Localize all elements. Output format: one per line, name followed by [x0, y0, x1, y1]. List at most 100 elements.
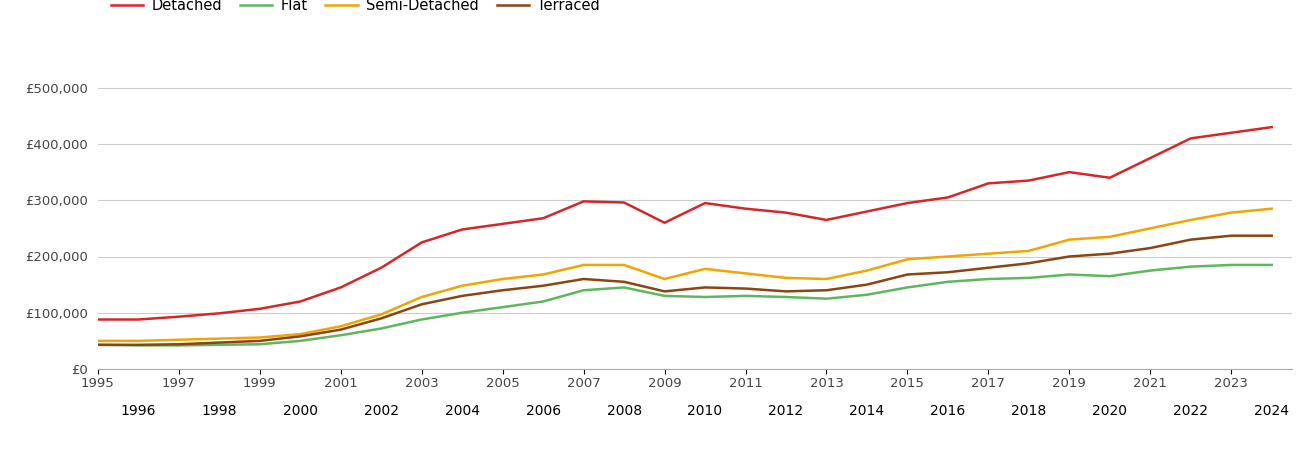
- Line: Terraced: Terraced: [98, 236, 1271, 345]
- Flat: [373, 326, 389, 331]
- Semi-Detached: [211, 336, 227, 341]
- Flat: [333, 333, 348, 338]
- Terraced: [818, 288, 834, 293]
- Terraced: [576, 276, 591, 282]
- Flat: [1021, 275, 1036, 281]
- Terraced: [211, 340, 227, 345]
- Detached: [454, 227, 470, 232]
- Semi-Detached: [1101, 234, 1117, 239]
- Terraced: [90, 342, 106, 347]
- Detached: [1223, 130, 1238, 135]
- Semi-Detached: [737, 270, 753, 276]
- Flat: [576, 288, 591, 293]
- Detached: [414, 240, 429, 245]
- Terraced: [737, 286, 753, 291]
- Detached: [495, 221, 510, 226]
- Terraced: [454, 293, 470, 299]
- Semi-Detached: [1223, 210, 1238, 215]
- Flat: [454, 310, 470, 315]
- Semi-Detached: [292, 331, 308, 337]
- Semi-Detached: [778, 275, 793, 281]
- Detached: [899, 200, 915, 206]
- Terraced: [1223, 233, 1238, 238]
- Flat: [697, 294, 713, 300]
- Detached: [616, 200, 632, 205]
- Detached: [90, 317, 106, 322]
- Terraced: [292, 333, 308, 339]
- Semi-Detached: [1061, 237, 1077, 242]
- Flat: [656, 293, 672, 299]
- Semi-Detached: [576, 262, 591, 268]
- Flat: [1101, 274, 1117, 279]
- Terraced: [373, 316, 389, 321]
- Detached: [697, 200, 713, 206]
- Detached: [1021, 178, 1036, 183]
- Flat: [1142, 268, 1158, 273]
- Semi-Detached: [130, 338, 146, 344]
- Detached: [737, 206, 753, 211]
- Flat: [818, 296, 834, 302]
- Detached: [130, 317, 146, 322]
- Detached: [1182, 136, 1198, 141]
- Semi-Detached: [616, 262, 632, 268]
- Detached: [818, 217, 834, 223]
- Flat: [252, 342, 268, 347]
- Terraced: [616, 279, 632, 284]
- Detached: [252, 306, 268, 311]
- Line: Flat: Flat: [98, 265, 1271, 346]
- Flat: [1182, 264, 1198, 269]
- Semi-Detached: [1263, 206, 1279, 211]
- Semi-Detached: [333, 324, 348, 329]
- Flat: [737, 293, 753, 299]
- Flat: [171, 343, 187, 348]
- Flat: [940, 279, 955, 284]
- Detached: [980, 180, 996, 186]
- Detached: [859, 209, 874, 214]
- Terraced: [697, 285, 713, 290]
- Terraced: [171, 342, 187, 347]
- Terraced: [859, 282, 874, 287]
- Detached: [292, 299, 308, 304]
- Flat: [211, 342, 227, 347]
- Semi-Detached: [1182, 217, 1198, 223]
- Semi-Detached: [940, 254, 955, 259]
- Flat: [859, 292, 874, 297]
- Semi-Detached: [171, 337, 187, 342]
- Semi-Detached: [656, 276, 672, 282]
- Detached: [778, 210, 793, 215]
- Terraced: [252, 338, 268, 344]
- Semi-Detached: [252, 335, 268, 340]
- Semi-Detached: [454, 283, 470, 288]
- Flat: [292, 338, 308, 344]
- Terraced: [130, 342, 146, 347]
- Flat: [1263, 262, 1279, 268]
- Terraced: [899, 272, 915, 277]
- Line: Semi-Detached: Semi-Detached: [98, 209, 1271, 341]
- Line: Detached: Detached: [98, 127, 1271, 320]
- Terraced: [495, 288, 510, 293]
- Detached: [535, 216, 551, 221]
- Detached: [373, 265, 389, 270]
- Terraced: [1263, 233, 1279, 238]
- Terraced: [1142, 245, 1158, 251]
- Semi-Detached: [1021, 248, 1036, 254]
- Detached: [940, 195, 955, 200]
- Detached: [576, 198, 591, 204]
- Flat: [535, 299, 551, 304]
- Flat: [495, 304, 510, 310]
- Terraced: [333, 327, 348, 332]
- Terraced: [980, 265, 996, 270]
- Flat: [414, 317, 429, 322]
- Semi-Detached: [818, 276, 834, 282]
- Detached: [171, 314, 187, 319]
- Terraced: [1061, 254, 1077, 259]
- Flat: [899, 285, 915, 290]
- Semi-Detached: [495, 276, 510, 282]
- Detached: [333, 285, 348, 290]
- Terraced: [1021, 261, 1036, 266]
- Semi-Detached: [980, 251, 996, 256]
- Semi-Detached: [697, 266, 713, 271]
- Terraced: [1101, 251, 1117, 256]
- Detached: [1101, 175, 1117, 180]
- Flat: [1223, 262, 1238, 268]
